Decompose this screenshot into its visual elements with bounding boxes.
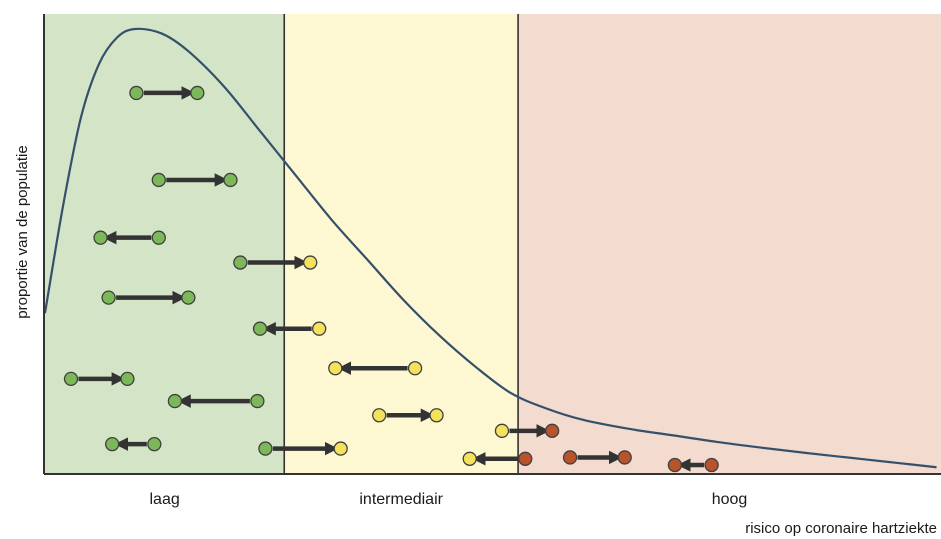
- risk-shift-9: [167, 393, 265, 409]
- risk-shift-2: [151, 172, 238, 188]
- zone-high: [518, 14, 941, 474]
- end-dot: [105, 436, 120, 452]
- risk-shift-7: [63, 371, 135, 387]
- risk-shift-8: [328, 361, 423, 376]
- start-dot: [151, 172, 166, 188]
- y-axis-label: proportie van de populatie: [14, 145, 31, 318]
- risk-zones: [45, 14, 941, 474]
- start-dot: [407, 361, 423, 376]
- start-dot: [258, 441, 273, 456]
- start-dot: [233, 255, 248, 270]
- end-dot: [223, 172, 238, 188]
- risk-shift-3: [93, 230, 166, 245]
- end-dot: [462, 451, 477, 466]
- end-dot: [328, 361, 343, 376]
- risk-shifts: [63, 85, 719, 473]
- x-axis-label: risico op coronaire hartziekte: [745, 520, 937, 537]
- zone-intermediate: [284, 14, 519, 474]
- start-dot: [250, 393, 265, 409]
- end-dot: [333, 441, 348, 456]
- risk-shift-16: [667, 457, 719, 473]
- risk-shift-10: [372, 408, 444, 423]
- zone-label-intermediate: intermediair: [359, 491, 443, 508]
- population-distribution-curve: [43, 27, 937, 469]
- zone-low: [45, 14, 285, 474]
- start-dot: [562, 450, 578, 465]
- end-dot: [252, 321, 268, 336]
- start-dot: [312, 321, 327, 336]
- start-dot: [147, 436, 162, 452]
- start-dot: [518, 451, 533, 466]
- start-dot: [101, 290, 116, 305]
- end-dot: [303, 255, 318, 270]
- end-dot: [429, 408, 444, 423]
- risk-shift-4: [233, 255, 318, 270]
- start-dot: [63, 371, 79, 387]
- risk-shift-15: [562, 450, 632, 465]
- start-dot: [151, 230, 166, 245]
- end-dot: [544, 423, 560, 438]
- end-dot: [181, 290, 196, 305]
- risk-shift-6: [252, 321, 327, 336]
- end-dot: [617, 450, 632, 465]
- risk-shift-1: [129, 85, 205, 101]
- risk-shift-13: [258, 441, 348, 456]
- end-dot: [93, 230, 108, 245]
- start-dot: [704, 457, 719, 473]
- start-dot: [494, 423, 510, 438]
- risk-shift-14: [462, 451, 533, 466]
- end-dot: [667, 457, 683, 473]
- start-dot: [372, 408, 387, 423]
- zone-label-low: laag: [149, 491, 179, 508]
- end-dot: [120, 371, 135, 387]
- risk-shift-11: [494, 423, 560, 438]
- end-dot: [190, 85, 205, 101]
- end-dot: [167, 393, 183, 409]
- start-dot: [129, 85, 144, 101]
- zone-label-high: hoog: [712, 491, 748, 508]
- risk-shift-12: [105, 436, 162, 452]
- zone-labels: laag intermediair hoog: [149, 491, 747, 508]
- risk-shift-5: [101, 290, 196, 305]
